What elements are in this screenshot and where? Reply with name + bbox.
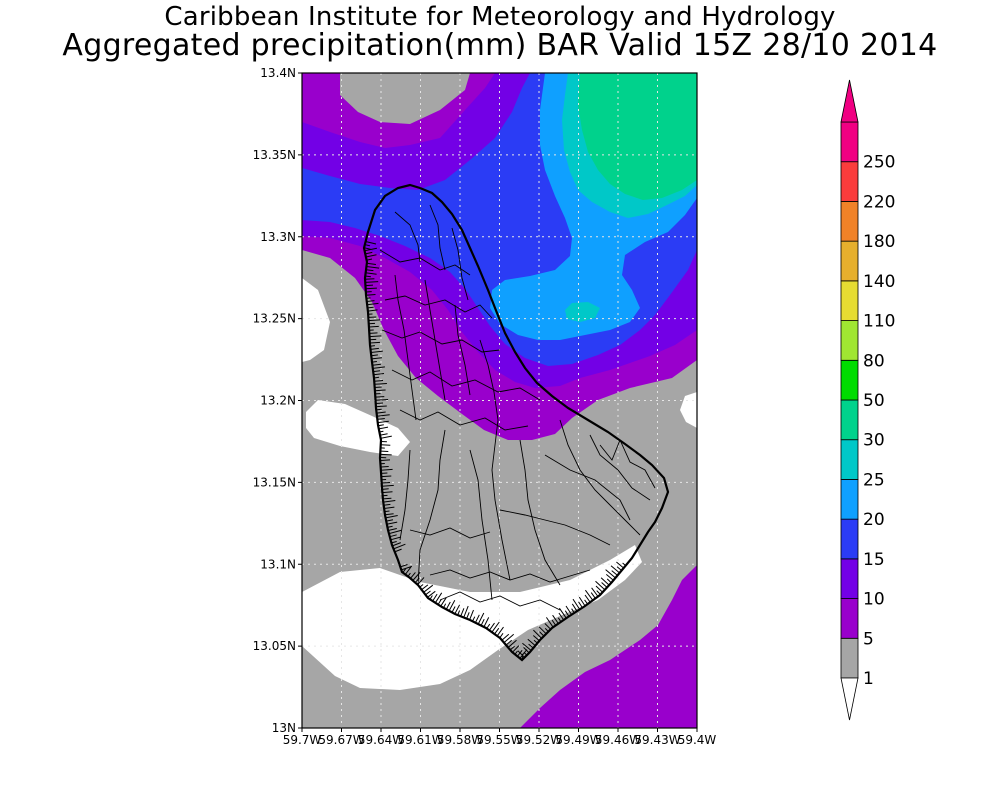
lat-tick-label: 13.15N bbox=[253, 475, 296, 489]
lat-tick-label: 13.05N bbox=[253, 639, 296, 653]
colorbar-arrow-bottom bbox=[840, 677, 859, 721]
colorbar-label: 140 bbox=[863, 272, 895, 292]
colorbar-label: 80 bbox=[863, 351, 885, 371]
colorbar-label: 50 bbox=[863, 391, 885, 411]
lat-tick-label: 13N bbox=[272, 721, 296, 735]
colorbar-label: 1 bbox=[863, 669, 874, 689]
chart-title-line2: Aggregated precipitation(mm) BAR Valid 1… bbox=[62, 28, 938, 63]
lon-tick-label: 59.61W bbox=[397, 733, 443, 747]
lon-tick-label: 59.52W bbox=[516, 733, 562, 747]
colorbar-label: 20 bbox=[863, 510, 885, 530]
colorbar-label: 220 bbox=[863, 192, 895, 212]
lon-tick-label: 59.4W bbox=[678, 733, 717, 747]
colorbar-swatch bbox=[840, 161, 859, 202]
contour-30 bbox=[578, 73, 697, 200]
lat-tick-label: 13.35N bbox=[253, 148, 296, 162]
latitude-axis: 13.4N 13.35N 13.3N 13.25N 13.2N 13.15N 13.1N 13… bbox=[253, 66, 302, 735]
colorbar-swatch bbox=[840, 201, 859, 242]
lat-tick-label: 13.1N bbox=[260, 557, 296, 571]
colorbar-label: 30 bbox=[863, 431, 885, 451]
contour-below bbox=[302, 278, 330, 362]
contour-1 bbox=[340, 73, 470, 124]
lon-tick-label: 59.46W bbox=[595, 733, 641, 747]
lat-tick-label: 13.4N bbox=[260, 66, 296, 80]
lon-tick-label: 59.43W bbox=[634, 733, 680, 747]
longitude-axis: 59.7W59.67W59.64W59.61W59.58W59.55W59.52… bbox=[283, 728, 717, 747]
colorbar-label: 15 bbox=[863, 550, 885, 570]
colorbar-swatch bbox=[840, 320, 859, 361]
colorbar-label: 5 bbox=[863, 629, 874, 649]
lon-tick-label: 59.55W bbox=[476, 733, 522, 747]
colorbar-label: 25 bbox=[863, 470, 885, 490]
contour-5 bbox=[520, 565, 697, 728]
precipitation-contours bbox=[302, 73, 697, 728]
colorbar-swatch bbox=[840, 359, 859, 401]
lon-tick-label: 59.58W bbox=[437, 733, 483, 747]
colorbar-swatch bbox=[840, 439, 859, 480]
barbados-island bbox=[362, 183, 670, 662]
colorbar-label: 110 bbox=[863, 312, 895, 332]
colorbar-swatch bbox=[840, 558, 859, 599]
lat-tick-label: 13.25N bbox=[253, 312, 296, 326]
lon-tick-label: 59.64W bbox=[358, 733, 404, 747]
colorbar-label: 180 bbox=[863, 232, 895, 252]
colorbar-label: 250 bbox=[863, 153, 895, 173]
colorbar-swatch bbox=[840, 598, 859, 639]
lon-tick-label: 59.67W bbox=[318, 733, 364, 747]
lon-tick-label: 59.7W bbox=[283, 733, 322, 747]
colorbar-arrow-top bbox=[840, 79, 859, 123]
contour-25 bbox=[565, 302, 600, 322]
colorbar-swatch bbox=[840, 637, 859, 679]
colorbar-swatch bbox=[840, 479, 859, 520]
lon-tick-label: 59.49W bbox=[555, 733, 601, 747]
colorbar-swatch bbox=[840, 240, 859, 282]
chart-title-line1: Caribbean Institute for Meteorology and … bbox=[164, 2, 836, 32]
map-gridlines bbox=[302, 73, 697, 728]
colorbar-label: 10 bbox=[863, 590, 885, 610]
contour-below bbox=[302, 545, 642, 690]
colorbar-swatch bbox=[840, 280, 859, 321]
colorbar-swatch bbox=[840, 399, 859, 441]
lat-tick-label: 13.2N bbox=[260, 394, 296, 408]
coastal-drainage-lines bbox=[363, 241, 627, 660]
lat-tick-label: 13.3N bbox=[260, 230, 296, 244]
colorbar-swatch bbox=[840, 121, 859, 163]
colorbar-swatch bbox=[840, 518, 859, 560]
